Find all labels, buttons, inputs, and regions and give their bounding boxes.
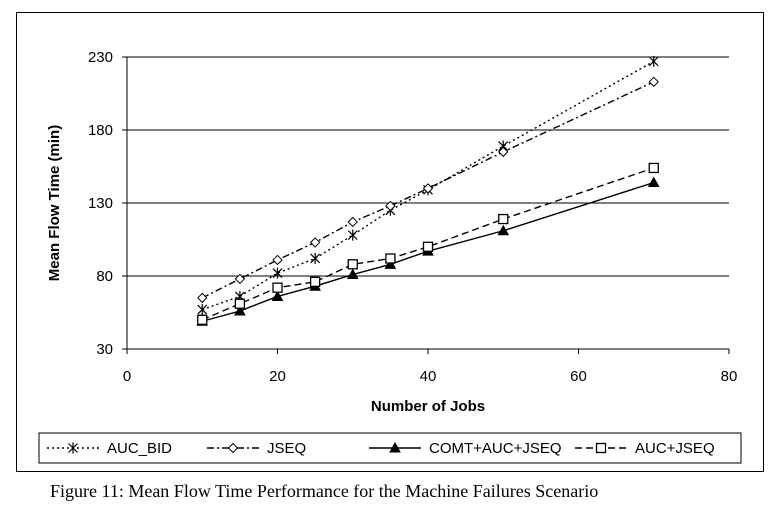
x-axis-title: Number of Jobs (371, 398, 485, 415)
data-point (422, 183, 434, 194)
data-point (271, 290, 284, 301)
y-tick-label: 230 (88, 49, 113, 66)
legend-label: JSEQ (267, 440, 306, 457)
y-axis-title: Mean Flow Time (min) (46, 125, 63, 281)
data-point (385, 253, 396, 264)
x-tick-label: 40 (420, 368, 437, 385)
legend-marker (227, 442, 239, 454)
axes: 30 80 130 180 230 0 20 40 60 80 (88, 49, 737, 385)
legend-marker (389, 441, 401, 453)
x-tick-label: 20 (269, 368, 286, 385)
data-point (422, 241, 434, 252)
data-point (497, 224, 510, 236)
data-point (648, 76, 659, 88)
legend-marker (595, 442, 607, 454)
legend: AUC_BID JSEQ COMT+AUC+JSEQ AUC+JSEQ (38, 432, 742, 464)
data-point (647, 176, 660, 188)
data-point (197, 314, 208, 325)
data-point (309, 237, 321, 248)
data-point (272, 267, 283, 279)
y-tick-label: 180 (88, 122, 113, 139)
data-point (347, 259, 358, 270)
figure-caption: Figure 11: Mean Flow Time Performance fo… (50, 481, 599, 501)
data-point (272, 282, 283, 293)
data-point (197, 304, 208, 316)
data-point (648, 162, 659, 174)
data-point (384, 258, 397, 269)
data-point (234, 273, 246, 285)
data-point (234, 298, 246, 309)
y-tick-label: 30 (96, 341, 113, 358)
data-point (234, 305, 246, 316)
line-chart: 30 80 130 180 230 0 20 40 60 80 Number of Jobs Me… (38, 49, 742, 464)
data-point (498, 213, 509, 225)
series-line (201, 167, 654, 321)
data-point (385, 200, 396, 212)
x-tick-label: 0 (123, 368, 131, 385)
data-point (498, 146, 509, 158)
x-tick-label: 80 (721, 368, 738, 385)
data-point (272, 254, 283, 266)
data-point (347, 216, 358, 228)
data-point (197, 292, 208, 304)
y-tick-label: 80 (96, 268, 113, 285)
data-point (310, 252, 321, 264)
series (196, 55, 660, 326)
x-tick-label: 60 (570, 368, 587, 385)
legend-label: AUC+JSEQ (635, 440, 715, 457)
data-point (347, 229, 358, 241)
data-point (309, 276, 321, 287)
legend-marker (68, 442, 78, 454)
legend-label: COMT+AUC+JSEQ (429, 440, 562, 457)
data-point (346, 268, 359, 280)
y-tick-label: 130 (88, 195, 113, 212)
grid (127, 56, 729, 277)
legend-label: AUC_BID (107, 440, 172, 457)
chart-frame: 30 80 130 180 230 0 20 40 60 80 Number of Jobs Me… (16, 12, 764, 472)
data-point (648, 55, 659, 67)
